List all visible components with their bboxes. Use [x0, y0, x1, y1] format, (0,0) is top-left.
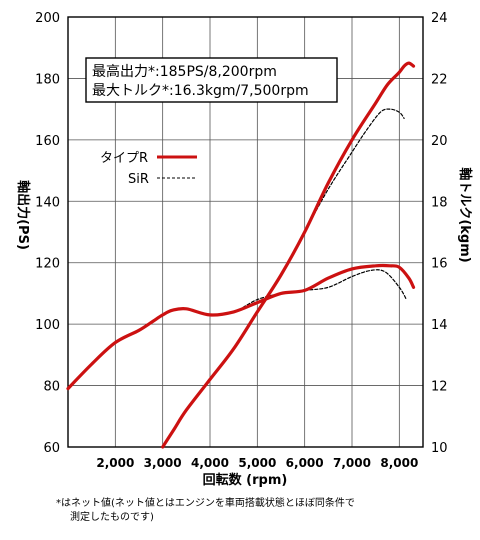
- x-tick-label: 6,000: [286, 456, 324, 470]
- spec-box: 最高出力*:185PS/8,200rpm 最大トルク*:16.3kgm/7,50…: [85, 57, 338, 103]
- x-tick-label: 7,000: [333, 456, 371, 470]
- series-layer: [66, 61, 416, 449]
- series-line-type-r-torque: [66, 263, 416, 391]
- footnote-line-1: *はネット値(ネット値とはエンジンを車両搭載状態とほぼ同条件で: [56, 496, 355, 509]
- x-axis-title: 回転数 (rpm): [203, 472, 288, 488]
- x-axis-ticks: 2,000 3,000 4,000 5,000 6,000 7,000 8,000: [96, 456, 418, 470]
- footnote-line-2: 測定したものです): [70, 510, 154, 523]
- y-left-tick-label: 100: [35, 318, 60, 333]
- legend-label-sir: SiR: [128, 172, 149, 187]
- y-right-tick-label: 20: [431, 134, 448, 149]
- x-tick-label: 8,000: [380, 456, 418, 470]
- series-line-type-r-power: [161, 61, 416, 449]
- y-left-tick-label: 60: [43, 441, 60, 456]
- spec-line-power: 最高出力*:185PS/8,200rpm: [92, 63, 277, 80]
- y-right-tick-label: 22: [431, 72, 448, 87]
- spec-line-torque: 最大トルク*:16.3kgm/7,500rpm: [92, 83, 309, 99]
- y-axis-right-title: 軸トルク(kgm): [457, 167, 473, 262]
- y-right-tick-label: 24: [431, 11, 448, 26]
- y-right-tick-label: 10: [431, 441, 448, 456]
- right-axis-ticks: 10 12 14 16 18 20 22 24: [431, 11, 448, 456]
- legend: タイプR SiR: [100, 151, 197, 187]
- x-tick-label: 5,000: [238, 456, 276, 470]
- spec-box-frame: [85, 57, 338, 103]
- y-left-tick-label: 140: [35, 195, 60, 210]
- x-tick-label: 4,000: [191, 456, 229, 470]
- x-tick-label: 3,000: [144, 456, 182, 470]
- y-right-tick-label: 14: [431, 318, 448, 333]
- y-left-tick-label: 160: [35, 134, 60, 149]
- plot-frame: [67, 16, 424, 448]
- y-right-tick-label: 16: [431, 257, 448, 272]
- x-tick-label: 2,000: [96, 456, 134, 470]
- series-line-sir-power: [294, 108, 405, 251]
- y-axis-left-title: 軸出力(PS): [15, 180, 31, 250]
- legend-label-type-r: タイプR: [100, 151, 148, 166]
- y-right-tick-label: 18: [431, 195, 448, 210]
- y-right-tick-label: 12: [431, 380, 448, 395]
- y-left-tick-label: 200: [35, 11, 60, 26]
- footnote: *はネット値(ネット値とはエンジンを車両搭載状態とほぼ同条件で 測定したものです…: [56, 496, 355, 523]
- left-axis-ticks: 60 80 100 120 140 160 180 200: [35, 11, 60, 456]
- y-left-tick-label: 80: [43, 380, 60, 395]
- y-left-tick-label: 180: [35, 72, 60, 87]
- y-left-tick-label: 120: [35, 257, 60, 272]
